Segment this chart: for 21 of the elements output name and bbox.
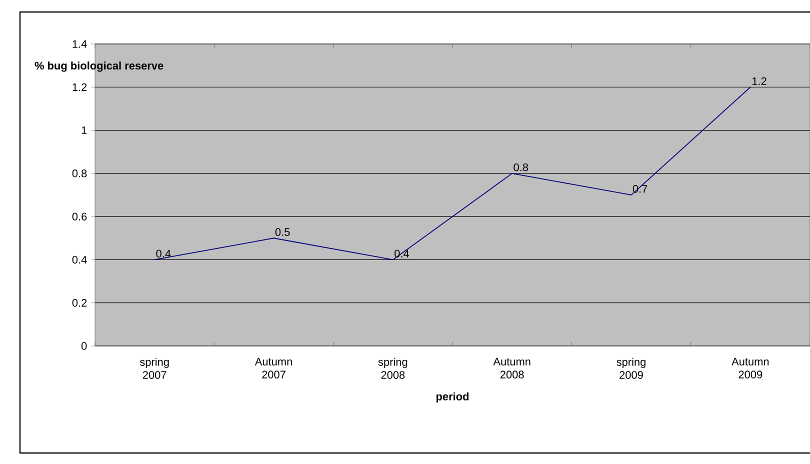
x-tick-label: Autumn 2009 [732,358,769,378]
y-tick-label: 0.2 [72,298,87,307]
y-tick-label: 1.4 [72,40,87,48]
x-tick-label: spring 2007 [140,358,169,379]
data-label: 0.4 [156,250,171,258]
y-axis-title: % bug biological reserve [34,62,164,72]
x-tick-label: spring 2008 [378,358,408,379]
data-label: 0.8 [514,163,528,172]
x-tick-label: Autumn 2007 [254,358,292,378]
data-label: 0.5 [275,228,290,236]
y-tick-label: 0.8 [72,170,87,178]
y-tick-label: 1 [82,126,87,134]
y-tick-label: 0 [81,342,87,350]
x-axis-title: period [436,392,469,403]
y-tick-label: 0.4 [72,256,87,264]
x-tick-label: spring 2009 [616,358,646,379]
data-label: 1.2 [752,77,766,85]
line-series [154,86,751,260]
x-tick-label: Autumn 2008 [493,358,530,378]
y-tick-label: 0.6 [72,212,87,220]
y-tick-label: 1.2 [72,83,87,91]
